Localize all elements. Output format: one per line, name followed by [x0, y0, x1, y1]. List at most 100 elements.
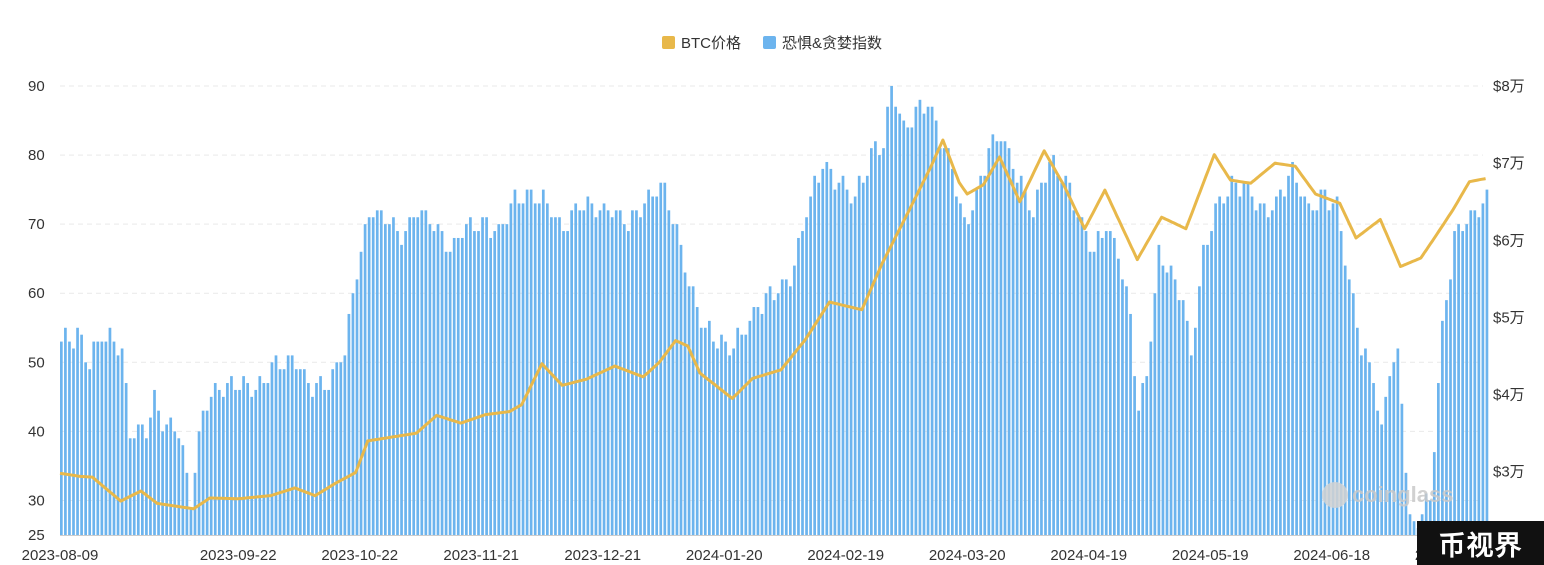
fear-greed-bar	[493, 231, 497, 536]
fear-greed-bar	[213, 383, 217, 535]
right-axis-tick-label: $8万	[1493, 78, 1525, 95]
fear-greed-bar	[1222, 203, 1226, 535]
fear-greed-bar	[525, 189, 529, 535]
fear-greed-bar	[870, 148, 873, 535]
fear-greed-bar	[801, 231, 804, 536]
fear-greed-bar	[1194, 327, 1197, 535]
fear-greed-bar	[420, 210, 424, 536]
fear-greed-bar	[890, 86, 893, 535]
fear-greed-bar	[817, 182, 821, 535]
fear-greed-bar	[112, 341, 116, 535]
fear-greed-bar	[874, 141, 877, 535]
fear-greed-bar	[1250, 196, 1254, 535]
fear-greed-bar	[813, 175, 816, 536]
fear-greed-bar	[315, 383, 318, 535]
legend-label-btc: BTC价格	[680, 35, 741, 52]
fear-greed-bar	[902, 120, 906, 536]
fear-greed-bar	[1283, 196, 1286, 535]
fear-greed-bar	[363, 224, 367, 535]
fear-greed-bar	[1311, 210, 1315, 536]
fear-greed-bar	[100, 341, 104, 535]
fear-greed-bar	[865, 175, 869, 536]
fear-greed-bar	[1481, 203, 1485, 535]
fear-greed-bar	[1307, 203, 1311, 535]
fear-greed-bar	[736, 327, 740, 535]
fear-greed-bar	[60, 341, 63, 535]
left-axis-tick-label: 60	[28, 285, 45, 302]
fear-greed-bar	[914, 106, 918, 535]
fear-greed-bar	[1473, 210, 1477, 536]
right-axis-tick-label: $5万	[1493, 309, 1525, 326]
fear-greed-bar	[1303, 196, 1307, 535]
fear-greed-bar	[234, 389, 237, 535]
fear-greed-bar	[683, 272, 687, 535]
fear-greed-bar	[1279, 189, 1282, 535]
fear-greed-bar	[1080, 217, 1084, 535]
fear-greed-bar	[1210, 231, 1213, 536]
fear-greed-bar	[149, 417, 152, 535]
fear-greed-bar	[691, 286, 695, 535]
fear-greed-bar	[849, 203, 853, 535]
left-axis-tick-label: 50	[28, 354, 45, 371]
fear-greed-bar	[1275, 196, 1278, 535]
fear-greed-bar	[489, 237, 492, 535]
fear-greed-bar	[116, 355, 120, 535]
fear-greed-bar	[732, 348, 735, 535]
fear-greed-bar	[963, 217, 966, 535]
fear-greed-bar	[481, 217, 484, 535]
fear-greed-bar	[343, 355, 347, 535]
fear-greed-bar	[1364, 348, 1367, 535]
fear-greed-bar	[1339, 231, 1343, 536]
legend-item-fear-greed[interactable]: 恐惧&贪婪指数	[763, 32, 882, 53]
fear-greed-bar	[311, 396, 314, 535]
fear-greed-bar	[716, 348, 719, 535]
fear-greed-bar	[1108, 231, 1112, 536]
fear-greed-bar	[1428, 500, 1432, 535]
fear-greed-bar	[1084, 231, 1088, 536]
fear-greed-bar	[1015, 182, 1019, 535]
left-axis-tick-label: 30	[28, 492, 45, 509]
fear-greed-bar	[1189, 355, 1193, 535]
fear-greed-bar	[1400, 403, 1404, 535]
fear-greed-bar	[853, 196, 857, 535]
fear-greed-bar	[1230, 175, 1234, 536]
fear-greed-bar	[136, 424, 140, 535]
fear-greed-bar	[1291, 161, 1294, 535]
legend-item-btc[interactable]: BTC价格	[661, 32, 741, 53]
fear-greed-bar	[371, 217, 375, 535]
fear-greed-bar	[1032, 217, 1035, 535]
fear-greed-bar	[602, 203, 606, 535]
fear-greed-bar	[1104, 231, 1108, 536]
fear-greed-bar	[618, 210, 622, 536]
fear-greed-bar	[1242, 182, 1246, 535]
fear-greed-bar	[145, 438, 148, 535]
fear-greed-bar	[1441, 320, 1444, 535]
x-axis-tick-label: 2024-04-19	[1050, 547, 1127, 564]
legend-label-fear-greed: 恐惧&贪婪指数	[782, 35, 883, 52]
x-axis-tick-label: 2023-08-09	[22, 547, 99, 564]
fear-greed-bar	[898, 113, 902, 535]
fear-greed-bar	[550, 217, 553, 535]
fear-greed-bar	[1177, 300, 1181, 535]
fear-greed-bar	[400, 244, 403, 535]
fear-greed-bar	[230, 376, 233, 535]
fear-greed-bar	[724, 341, 727, 535]
fear-greed-bar	[622, 224, 626, 535]
fear-greed-bar	[967, 224, 970, 535]
fear-greed-bar	[1270, 210, 1274, 536]
fear-greed-bar	[1485, 189, 1489, 535]
left-axis-tick-label: 40	[28, 423, 45, 440]
btc-price-line	[59, 138, 1486, 511]
fear-greed-bar	[388, 224, 391, 535]
fear-greed-bar	[845, 189, 849, 535]
x-axis-tick-label: 2024-06-18	[1293, 547, 1370, 564]
fear-greed-bar	[922, 113, 926, 535]
fear-greed-bar	[141, 424, 144, 535]
fear-greed-bar	[627, 231, 630, 536]
fear-greed-bar	[246, 383, 249, 535]
legend-swatch-fear-greed	[763, 36, 776, 49]
fear-greed-bar	[440, 231, 444, 536]
fear-greed-bar	[396, 231, 399, 536]
fear-greed-bar	[209, 396, 213, 535]
fear-greed-bar	[173, 431, 177, 535]
